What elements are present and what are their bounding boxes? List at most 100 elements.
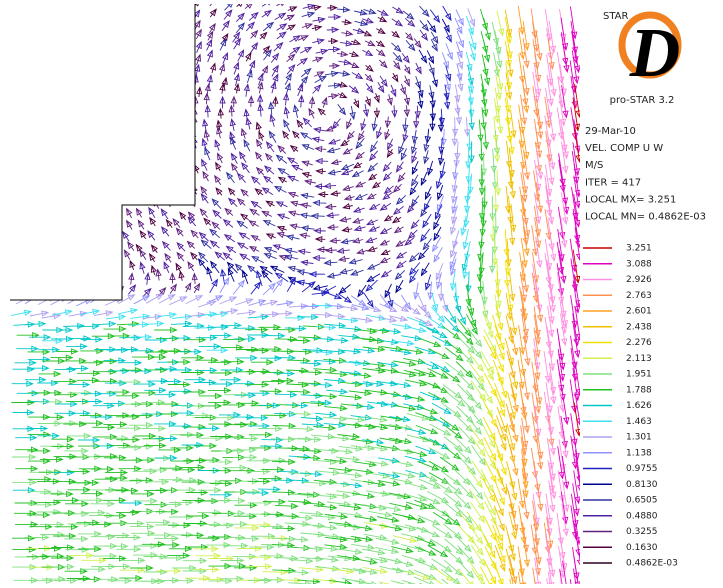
velocity-vector <box>557 329 563 361</box>
velocity-vector <box>51 31 56 41</box>
legend-label: 0.8130 <box>626 480 658 490</box>
velocity-vector <box>86 196 91 205</box>
velocity-vector <box>420 436 440 444</box>
velocity-vector <box>196 55 201 66</box>
info-line: 29-Mar-10 <box>585 126 636 137</box>
velocity-vector <box>298 270 311 275</box>
velocity-vector <box>115 197 120 207</box>
velocity-vector <box>425 275 430 290</box>
velocity-vector <box>314 72 323 77</box>
velocity-vector <box>91 534 115 539</box>
velocity-vector <box>302 24 312 29</box>
velocity-vector <box>102 62 107 73</box>
velocity-vector <box>68 295 84 304</box>
velocity-vector <box>138 220 144 229</box>
velocity-vector <box>103 31 108 42</box>
legend-label: 2.763 <box>626 291 652 301</box>
velocity-vector <box>284 107 289 118</box>
velocity-vector <box>221 511 244 516</box>
velocity-vector <box>142 426 165 431</box>
velocity-vector <box>417 527 439 537</box>
velocity-vector <box>140 142 145 153</box>
velocity-vector <box>420 339 441 347</box>
velocity-vector <box>36 9 41 19</box>
velocity-vector <box>52 328 72 333</box>
velocity-vector <box>269 103 274 116</box>
velocity-vector <box>524 537 530 566</box>
velocity-vector <box>172 488 195 493</box>
velocity-vector <box>68 382 89 387</box>
velocity-vector <box>167 360 189 365</box>
velocity-vector <box>427 50 433 63</box>
velocity-vector <box>11 239 16 249</box>
velocity-vector <box>388 94 393 104</box>
velocity-vector <box>260 356 281 361</box>
velocity-vector <box>49 265 54 275</box>
velocity-vector <box>428 161 433 175</box>
velocity-vector <box>289 193 299 198</box>
velocity-vector <box>117 116 122 128</box>
velocity-vector <box>49 95 54 105</box>
velocity-vector <box>559 94 565 125</box>
velocity-vector <box>180 109 185 121</box>
velocity-vector <box>285 315 304 320</box>
velocity-vector <box>22 118 27 129</box>
velocity-vector <box>87 97 92 108</box>
velocity-vector <box>258 487 280 492</box>
velocity-vector <box>250 43 257 53</box>
velocity-vector <box>252 257 264 263</box>
logo-letter: D <box>629 15 681 92</box>
velocity-vector <box>95 287 101 294</box>
velocity-vector <box>146 520 170 525</box>
velocity-vector <box>91 108 96 119</box>
velocity-vector <box>405 95 410 105</box>
velocity-vector <box>379 60 387 68</box>
velocity-vector <box>366 473 389 478</box>
velocity-vector <box>275 337 297 342</box>
velocity-vector <box>78 531 101 536</box>
velocity-vector <box>406 33 413 40</box>
velocity-vector <box>349 390 371 395</box>
velocity-vector <box>106 315 125 320</box>
velocity-vector <box>544 351 550 382</box>
velocity-vector <box>12 261 17 271</box>
velocity-vector <box>324 422 345 427</box>
velocity-vector <box>36 86 41 97</box>
velocity-vector <box>169 515 192 520</box>
legend-label: 0.9755 <box>626 464 658 474</box>
velocity-vector <box>366 97 371 106</box>
velocity-vector <box>392 105 397 117</box>
velocity-vector <box>59 215 64 226</box>
velocity-vector <box>316 49 328 54</box>
velocity-vector <box>119 478 142 483</box>
velocity-vector <box>38 546 60 551</box>
velocity-vector <box>424 150 429 163</box>
velocity-vector <box>128 165 133 176</box>
velocity-vector <box>115 259 120 270</box>
velocity-vector <box>341 31 352 36</box>
velocity-vector <box>189 154 194 165</box>
velocity-vector <box>163 242 171 251</box>
velocity-vector <box>405 76 410 86</box>
velocity-vector <box>229 188 235 195</box>
velocity-vector <box>344 149 353 154</box>
velocity-vector <box>115 95 120 105</box>
velocity-vector <box>216 163 221 171</box>
velocity-vector <box>40 263 45 273</box>
velocity-vector <box>30 311 48 316</box>
velocity-vector <box>46 187 51 197</box>
velocity-vector <box>26 21 31 32</box>
velocity-vector <box>180 349 201 354</box>
velocity-vector <box>289 211 300 216</box>
velocity-vector <box>412 196 420 206</box>
velocity-vector <box>75 197 80 208</box>
velocity-vector <box>62 131 67 142</box>
velocity-vector <box>89 85 94 97</box>
velocity-vector <box>54 50 59 60</box>
velocity-vector <box>354 208 365 213</box>
velocity-vector <box>290 47 300 54</box>
velocity-vector <box>249 96 254 106</box>
velocity-vector <box>92 0 97 7</box>
velocity-vector <box>467 340 482 359</box>
velocity-vector <box>100 116 105 128</box>
